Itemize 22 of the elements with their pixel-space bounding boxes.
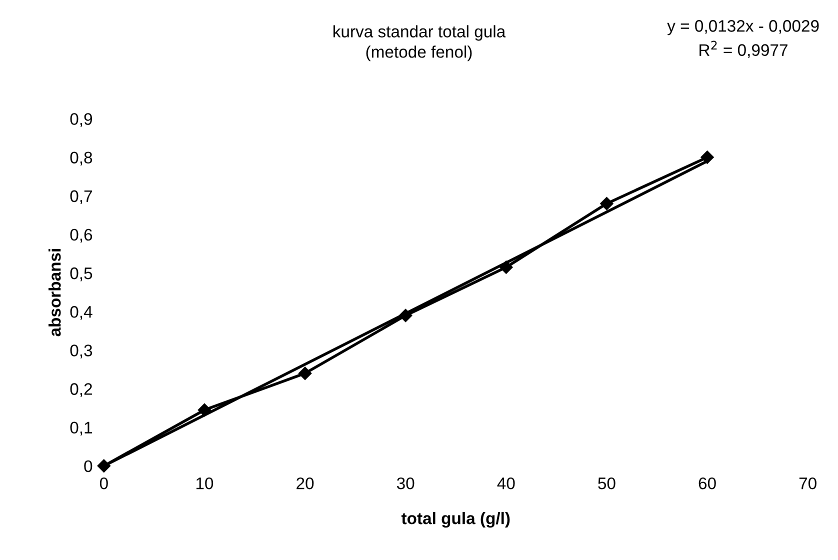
x-tick-label: 20: [296, 477, 314, 490]
y-tick-label: 0,8: [70, 152, 92, 166]
y-tick-label: 0: [84, 460, 92, 472]
y-tick-label: 0,7: [70, 190, 92, 204]
y-tick-label: 0,3: [70, 344, 92, 358]
y-axis-title: absorbansi: [48, 249, 61, 336]
x-tick-label: 40: [497, 477, 515, 490]
x-tick-label: 60: [698, 477, 716, 490]
chart-title: kurva standar total gula (metode fenol): [334, 25, 506, 62]
y-tick-label: 0,5: [70, 267, 92, 282]
x-tick-label: 0: [100, 477, 108, 490]
x-tick-label: 10: [196, 477, 214, 490]
y-tick-label: 0,2: [70, 383, 92, 397]
text: y = 0,0132x - 0,0029 R$^{2}$ = 0,9977: [667, 20, 819, 58]
x-tick-label: 70: [799, 477, 816, 490]
x-axis-title: total gula (g/l): [401, 512, 510, 528]
x-tick-label: 30: [396, 477, 414, 490]
y-tick-label: 0,1: [70, 422, 92, 436]
y-tick-label: 0,6: [70, 228, 92, 243]
x-tick-label: 50: [598, 477, 616, 490]
y-tick-label: 0,9: [70, 113, 92, 127]
y-tick-label: 0,4: [70, 306, 92, 320]
